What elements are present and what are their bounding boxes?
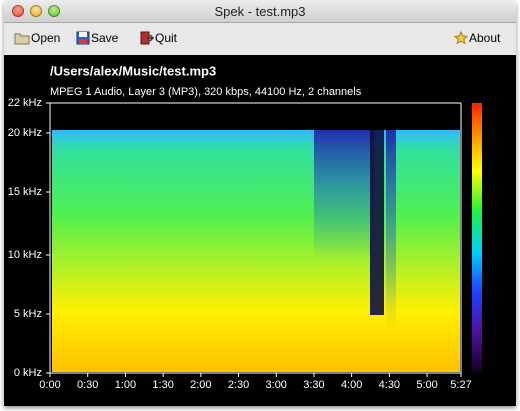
y-tick-label: 5 kHz (14, 308, 42, 320)
x-tick-label: 2:30 (228, 379, 249, 391)
spectrogram: /Users/alex/Music/test.mp3 MPEG 1 Audio,… (4, 55, 516, 406)
x-tick-label: 0:30 (77, 379, 98, 391)
spectrum (52, 130, 460, 372)
about-button[interactable]: About (454, 31, 500, 45)
window-title: Spek - test.mp3 (214, 4, 306, 19)
title-bar: Spek - test.mp3 (4, 0, 516, 23)
about-icon (454, 31, 468, 45)
x-tick-label: 1:00 (115, 379, 136, 391)
save-label: Save (91, 31, 119, 45)
x-tick-label: 3:00 (266, 379, 287, 391)
audio-info: MPEG 1 Audio, Layer 3 (MP3), 320 kbps, 4… (50, 86, 362, 98)
open-label: Open (31, 31, 61, 45)
x-tick-label: 2:00 (190, 379, 211, 391)
x-tick-label: 1:30 (152, 379, 173, 391)
spectrum-shade (314, 130, 374, 260)
quit-label: Quit (155, 31, 178, 45)
open-icon (14, 33, 30, 45)
y-tick-label: 0 kHz (14, 367, 42, 379)
y-tick-label: 22 kHz (8, 97, 42, 109)
x-tick-label: 4:30 (379, 379, 400, 391)
spectrogram-view: /Users/alex/Music/test.mp3 MPEG 1 Audio,… (4, 55, 516, 406)
y-tick-label: 10 kHz (8, 249, 42, 261)
color-bar (472, 103, 482, 373)
about-label: About (469, 31, 501, 45)
y-tick-label: 20 kHz (8, 127, 42, 139)
toolbar: Open Save Quit About (4, 23, 516, 55)
plot-frame (49, 102, 462, 374)
open-button[interactable]: Open (14, 31, 60, 45)
quit-icon (140, 31, 154, 45)
save-icon (76, 31, 90, 45)
quit-button[interactable]: Quit (140, 31, 177, 45)
zoom-button[interactable] (48, 5, 60, 17)
x-tick-label: 5:00 (416, 379, 437, 391)
spectrum-shade (386, 130, 396, 330)
minimize-button[interactable] (30, 5, 42, 17)
x-tick-label: 4:00 (341, 379, 362, 391)
window: Spek - test.mp3 Open Save Quit About (4, 0, 516, 406)
y-tick-label: 15 kHz (8, 186, 42, 198)
x-tick-label: 3:30 (303, 379, 324, 391)
x-tick-label: 0:00 (39, 379, 60, 391)
save-button[interactable]: Save (76, 31, 118, 45)
close-button[interactable] (12, 5, 24, 17)
spectrum-gap (370, 130, 384, 315)
file-path: /Users/alex/Music/test.mp3 (50, 63, 216, 78)
x-tick-label: 5:27 (450, 379, 471, 391)
